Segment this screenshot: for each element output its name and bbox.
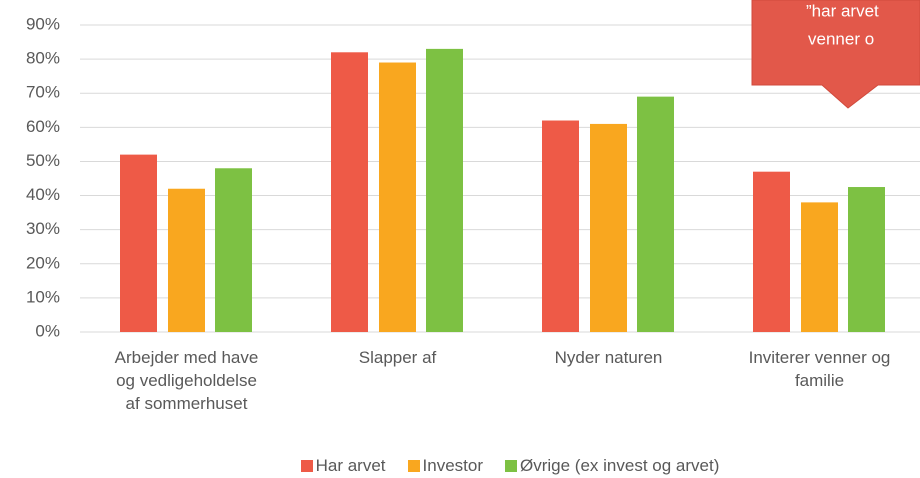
legend-label: Investor [422, 456, 484, 475]
x-tick-label: Arbejder med have og vedligeholdelse af … [114, 348, 259, 413]
legend-item: Har arvet [300, 456, 386, 476]
x-tick-label: Nyder naturen [554, 348, 663, 367]
bar [120, 154, 157, 332]
y-tick-label: 50% [26, 151, 60, 170]
bar [590, 123, 627, 332]
bar [331, 52, 368, 333]
legend-label: Øvrige (ex invest og arvet) [520, 456, 720, 475]
y-tick-label: 70% [26, 83, 60, 102]
callout-text: venner o [808, 29, 874, 48]
legend-swatch [407, 460, 420, 472]
bar [168, 188, 205, 332]
legend-item: Investor [407, 456, 484, 476]
bar [542, 120, 579, 332]
callout-box [751, 0, 920, 109]
x-tick-label: Slapper af [358, 348, 437, 367]
y-tick-label: 30% [26, 219, 60, 238]
legend-label: Har arvet [315, 456, 386, 475]
y-tick-label: 10% [26, 287, 60, 306]
callout-text: ”har arvet [806, 1, 879, 20]
y-tick-label: 60% [26, 117, 60, 136]
bar [637, 96, 674, 332]
bar [848, 187, 885, 332]
y-tick-label: 20% [26, 253, 60, 272]
x-tick-label: Inviterer venner og familie [748, 348, 891, 390]
y-tick-label: 0% [35, 321, 60, 340]
bar [426, 48, 463, 332]
bar [801, 202, 838, 332]
y-tick-label: 80% [26, 49, 60, 68]
bar [753, 171, 790, 332]
legend-swatch [505, 460, 518, 472]
legend-item: Øvrige (ex invest og arvet) [505, 456, 719, 476]
y-tick-label: 40% [26, 185, 60, 204]
bar [215, 168, 252, 332]
bar [379, 62, 416, 333]
y-tick-label: 90% [26, 14, 60, 33]
legend: Har arvet Investor Øvrige (ex invest og ar… [50, 456, 920, 476]
legend-swatch [300, 460, 313, 472]
